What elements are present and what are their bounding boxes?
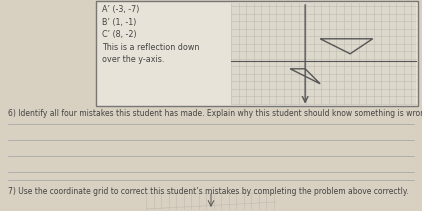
Bar [96,1,418,106]
Text: 7) Use the coordinate grid to correct this student’s mistakes by completing the : 7) Use the coordinate grid to correct th… [8,188,408,196]
Bar [231,3,416,104]
Text: This is a reflection down
over the y-axis.: This is a reflection down over the y-axi… [102,43,199,65]
Text: 6) Identify all four mistakes this student has made. Explain why this student sh: 6) Identify all four mistakes this stude… [8,110,422,119]
Text: A’ (-3, -7)
B’ (1, -1)
C’ (8, -2): A’ (-3, -7) B’ (1, -1) C’ (8, -2) [102,5,139,39]
